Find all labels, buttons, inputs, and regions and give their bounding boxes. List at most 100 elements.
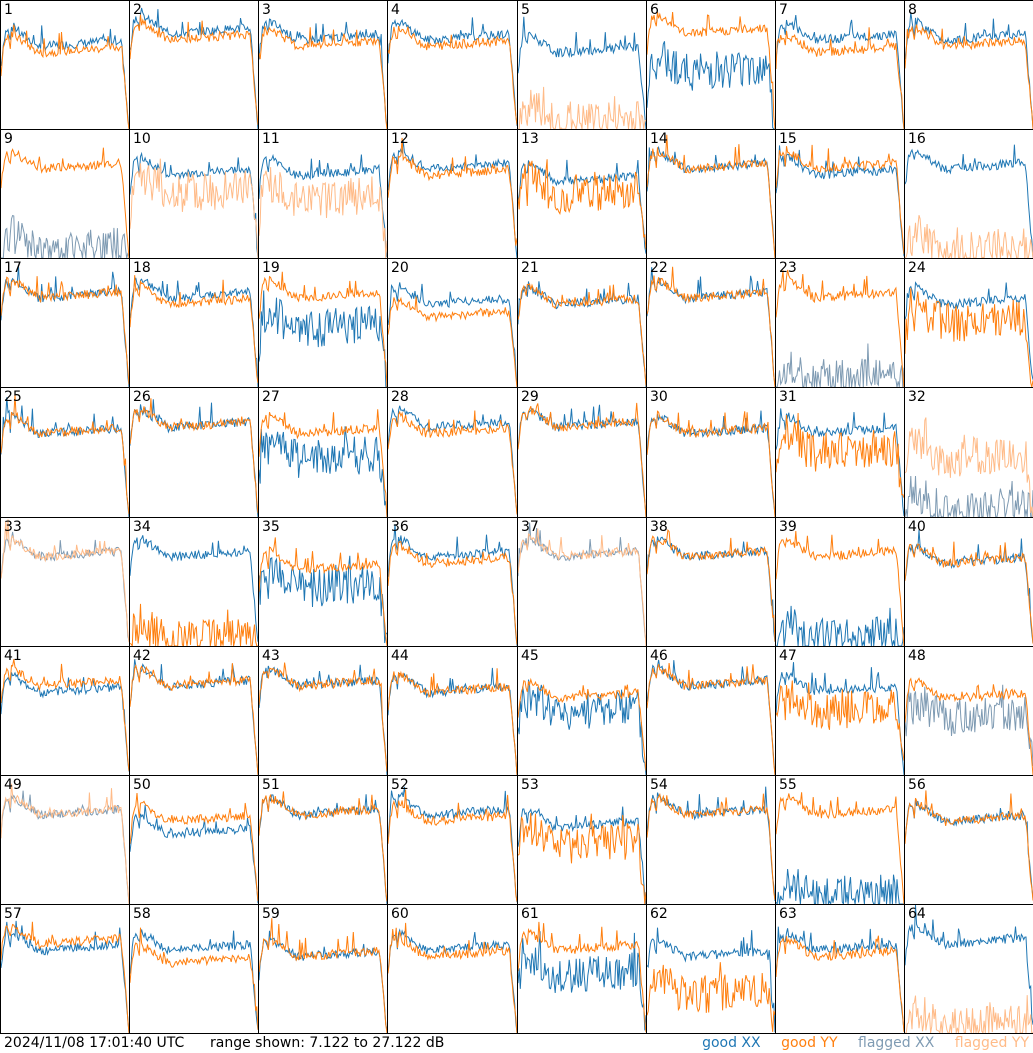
panel-number: 27 [262,389,280,405]
series-yy [259,409,387,517]
panel-28: 28 [387,387,518,518]
panel-plot [388,17,517,126]
panel-number: 22 [650,260,668,276]
series-yy [259,791,387,902]
series-yy [130,663,258,775]
panel-30: 30 [646,387,776,518]
series-xx [130,805,258,904]
panel-number: 3 [262,2,271,18]
series-yy [776,530,904,646]
series-xx [647,659,775,775]
panel-plot [130,7,258,129]
panel-plot [518,921,646,1033]
panel-42: 42 [129,646,259,776]
panel-number: 33 [4,519,22,535]
series-yy [259,271,387,387]
panel-15: 15 [775,129,905,259]
panel-plot [905,281,1033,387]
series-xx [1,397,129,517]
series-xx [259,153,387,258]
panel-64: 64 [904,904,1033,1034]
panel-number: 26 [133,389,151,405]
series-yy [388,922,517,1033]
series-xx [776,662,904,775]
panel-55: 55 [775,775,905,905]
panel-number: 29 [521,389,539,405]
series-xx [1,531,129,642]
panel-3: 3 [258,0,388,130]
panel-number: 32 [908,389,926,405]
panel-plot [130,535,258,646]
series-xx [776,343,904,387]
panel-38: 38 [646,517,776,647]
series-yy [1,147,129,258]
series-xx [776,605,904,646]
panel-number: 48 [908,648,926,664]
panel-57: 57 [0,904,130,1034]
panel-number: 57 [4,906,22,922]
series-yy [388,137,517,246]
panel-number: 61 [521,906,539,922]
panel-1: 1 [0,0,130,130]
panel-50: 50 [129,775,259,905]
legend-flagged-yy: flagged YY [954,1035,1029,1051]
panel-number: 60 [391,906,409,922]
panel-plot [259,18,387,129]
series-yy [130,14,258,125]
panel-plot [388,667,517,775]
series-xx [518,16,646,129]
panel-number: 13 [521,131,539,147]
panel-plot [1,265,129,387]
series-xx [130,277,258,387]
series-yy [905,288,1033,387]
series-xx [647,410,775,516]
series-xx [905,475,1033,517]
series-yy [130,398,258,514]
panel-37: 37 [517,517,647,647]
panel-54: 54 [646,775,776,905]
series-xx [776,868,904,904]
panel-number: 46 [650,648,668,664]
series-yy [388,668,517,775]
panel-plot [388,786,517,903]
panel-number: 16 [908,131,926,147]
panel-plot [259,271,387,387]
panel-number: 30 [650,389,668,405]
panel-number: 50 [133,777,151,793]
panel-9: 9 [0,129,130,259]
panel-27: 27 [258,387,388,518]
panel-number: 54 [650,777,668,793]
panel-plot [776,144,904,257]
panel-plot [647,659,775,775]
series-yy [905,215,1033,258]
panel-number: 62 [650,906,668,922]
series-yy [776,412,904,498]
panel-6: 6 [646,0,776,130]
series-xx [905,799,1033,899]
series-xx [1,920,129,1033]
panel-number: 53 [521,777,539,793]
panel-number: 25 [4,389,22,405]
panel-plot [1,519,129,643]
series-yy [518,159,646,250]
series-yy [388,410,517,515]
series-yy [130,603,258,646]
legend-good-xx: good XX [702,1035,761,1051]
series-xx [1,265,129,387]
panel-number: 59 [262,906,280,922]
series-xx [905,905,1033,1025]
panel-number: 31 [779,389,797,405]
panel-plot [776,530,904,646]
panel-41: 41 [0,646,130,776]
series-yy [388,296,517,387]
panel-number: 47 [779,648,797,664]
panel-number: 15 [779,131,797,147]
series-yy [259,918,387,1033]
series-xx [388,141,517,258]
series-yy [518,813,646,904]
series-yy [647,410,775,517]
panel-number: 43 [262,648,280,664]
panel-number: 55 [779,777,797,793]
series-yy [259,662,387,772]
series-xx [518,931,646,1031]
